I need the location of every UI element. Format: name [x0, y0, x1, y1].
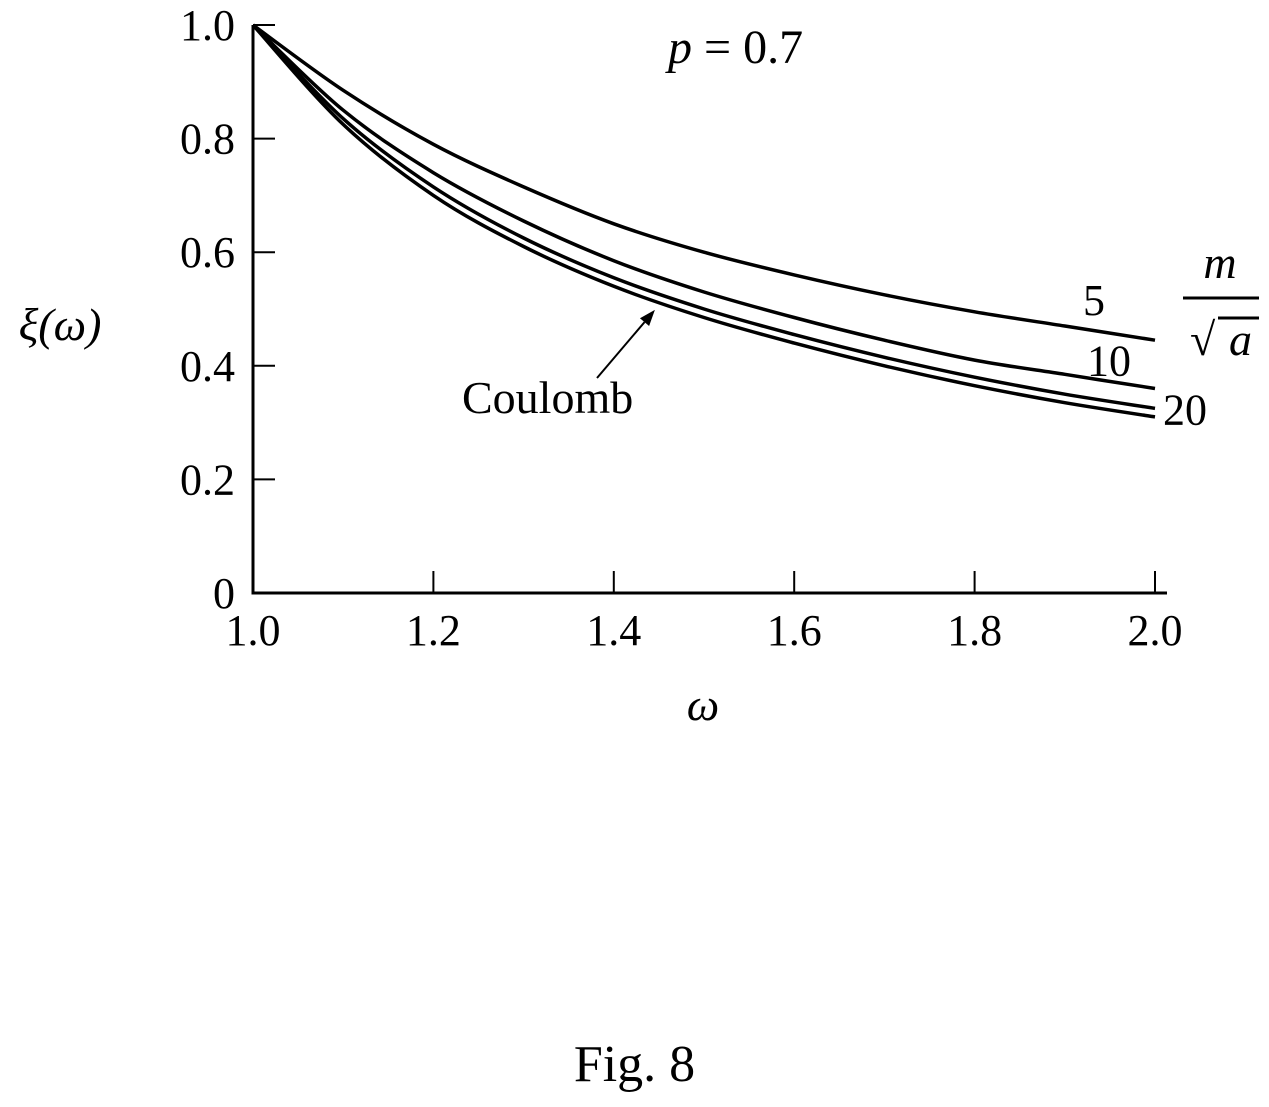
- series-line-5: [251, 23, 1156, 342]
- series-layer: 5 10 20: [251, 23, 1207, 434]
- legend-title-numerator: m: [1203, 237, 1236, 288]
- x-tick-label: 1.0: [226, 606, 281, 655]
- chart-title-variable: p: [665, 21, 692, 74]
- y-tick-label: 0.6: [180, 228, 235, 277]
- chart-title: p = 0.7: [665, 21, 803, 74]
- x-tick-label: 1.8: [947, 606, 1002, 655]
- axes: [251, 25, 1167, 595]
- y-tick-label: 0.4: [180, 342, 235, 391]
- x-tick-label: 1.2: [406, 606, 461, 655]
- series-label-20: 20: [1163, 385, 1207, 434]
- series-line-coulomb: [251, 23, 1156, 419]
- legend-title-denominator: a: [1229, 314, 1252, 365]
- x-tick-label: 1.6: [767, 606, 822, 655]
- series-label-5: 5: [1083, 276, 1105, 325]
- x-tick-label: 2.0: [1128, 606, 1183, 655]
- coulomb-annotation: Coulomb: [462, 309, 655, 423]
- chart: 1.0 1.2 1.4 1.6 1.8 2.0 0 0.2 0.4 0.6 0.8 1.0 5 10 2…: [19, 1, 1259, 730]
- coulomb-arrow: [596, 321, 646, 379]
- series-line-10: [251, 23, 1156, 391]
- legend-title: m √ a: [1183, 237, 1259, 365]
- legend-title-radical: √: [1190, 314, 1216, 365]
- y-tick-label: 0.2: [180, 455, 235, 504]
- x-axis-ticks: 1.0 1.2 1.4 1.6 1.8 2.0: [226, 571, 1183, 655]
- y-axis-ticks: 0 0.2 0.4 0.6 0.8 1.0: [180, 1, 275, 618]
- y-axis-label: ξ(ω): [19, 299, 102, 350]
- y-tick-label: 1.0: [180, 1, 235, 50]
- chart-title-value: = 0.7: [692, 21, 803, 74]
- y-tick-label: 0: [213, 569, 235, 618]
- series-label-10: 10: [1087, 337, 1131, 386]
- series-line-20: [251, 23, 1156, 411]
- coulomb-label: Coulomb: [462, 372, 633, 423]
- y-tick-label: 0.8: [180, 115, 235, 164]
- x-axis-label: ω: [687, 679, 719, 730]
- coulomb-arrowhead: [639, 309, 655, 326]
- x-tick-label: 1.4: [586, 606, 641, 655]
- figure-caption: Fig. 8: [573, 1036, 696, 1093]
